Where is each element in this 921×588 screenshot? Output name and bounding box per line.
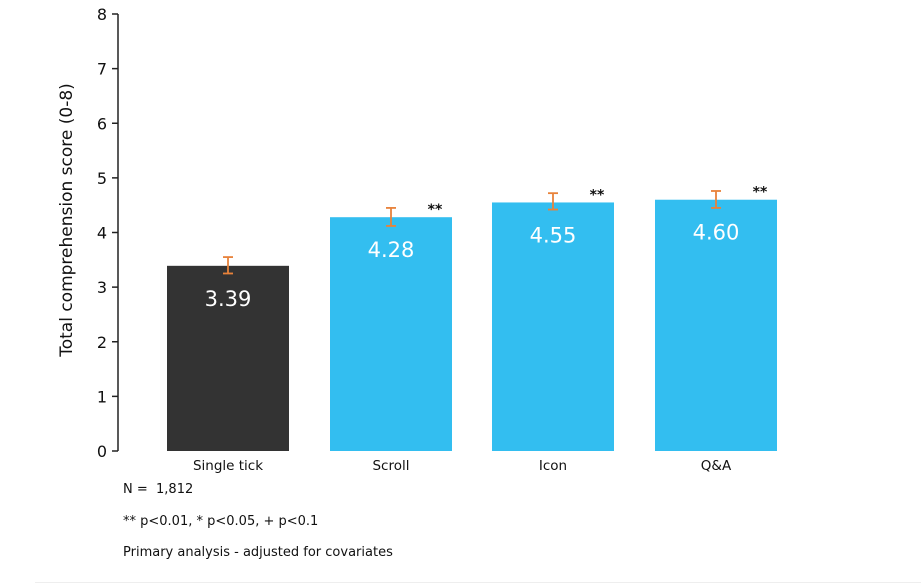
bar-value-label: 4.60 (693, 221, 740, 245)
x-tick-label: Scroll (372, 458, 409, 474)
y-tick-label: 2 (97, 333, 107, 352)
y-axis: 0 1 2 3 4 5 6 7 8 (97, 5, 119, 461)
bar (492, 202, 614, 451)
y-tick-label: 5 (97, 169, 107, 188)
y-tick-label: 8 (97, 5, 107, 24)
bar-value-label: 4.55 (530, 223, 577, 247)
bar (330, 217, 452, 451)
y-tick-label: 1 (97, 387, 107, 406)
y-tick-label: 3 (97, 278, 107, 297)
bar-chart: 0 1 2 3 4 5 6 7 8 3.39 Single tick 4.28 ** Scroll 4.5… (57, 5, 777, 474)
bar (167, 265, 289, 451)
y-tick-label: 4 (97, 224, 107, 243)
x-tick-label: Icon (539, 458, 567, 474)
y-tick-label: 7 (97, 60, 107, 79)
bars (167, 190, 777, 451)
x-tick-label: Single tick (193, 458, 263, 474)
bar (655, 199, 777, 451)
bar-value-label: 4.28 (368, 238, 415, 262)
y-axis-label: Total comprehension score (0-8) (57, 83, 77, 358)
divider (35, 582, 921, 583)
significance-note: ** p<0.01, * p<0.05, + p<0.1 (123, 514, 319, 529)
significance-marker: ** (753, 185, 768, 201)
x-tick-label: Q&A (701, 458, 732, 474)
bar-value-label: 3.39 (205, 287, 252, 311)
labels: 3.39 Single tick 4.28 ** Scroll 4.55 ** Icon 4.6… (193, 185, 768, 474)
significance-marker: ** (428, 202, 443, 218)
significance-marker: ** (590, 187, 605, 203)
y-tick-label: 0 (97, 442, 107, 461)
analysis-note: Primary analysis - adjusted for covariat… (123, 545, 393, 560)
y-tick-label: 6 (97, 114, 107, 133)
sample-size-note: N = 1,812 (123, 482, 194, 497)
